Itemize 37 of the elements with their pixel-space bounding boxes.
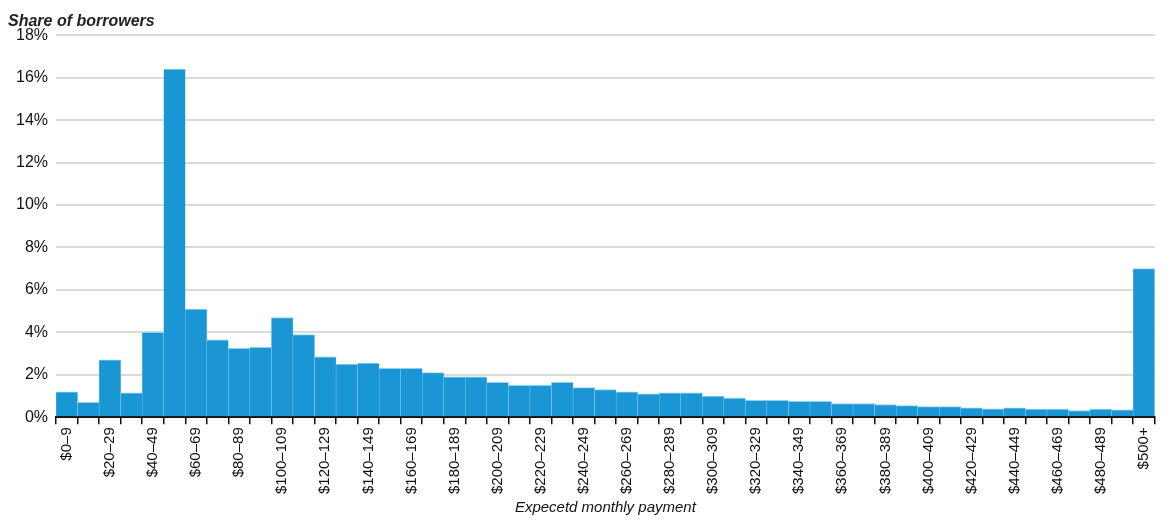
y-tick-label: 14% (15, 110, 49, 128)
x-tick-label: $240–249 (573, 427, 591, 495)
x-tick-label: $440–449 (1004, 427, 1022, 495)
x-tick-label: $100–109 (272, 427, 290, 495)
x-tick-label: $180–189 (444, 427, 462, 495)
y-tick-label: 0% (24, 407, 49, 425)
x-tick-label: $400–409 (918, 427, 936, 495)
x-tick-label: $160–169 (401, 427, 419, 495)
y-tick-label: 16% (15, 68, 49, 86)
x-tick-label: $340–349 (789, 427, 807, 495)
x-tick-label: $280–289 (660, 427, 678, 495)
y-tick-label: 8% (24, 237, 49, 255)
x-tick-label: $40–49 (143, 427, 161, 478)
x-tick-label: $140–149 (358, 427, 376, 495)
x-tick-label: $380–389 (875, 427, 893, 495)
x-axis-title: Expecetd monthly payment (514, 498, 697, 516)
y-tick-label: 6% (24, 280, 49, 298)
x-tick-label: $20–29 (100, 427, 118, 478)
y-tick-label: 18% (15, 25, 49, 43)
x-tick-label: $200–209 (487, 427, 505, 495)
x-tick-label: $360–369 (832, 427, 850, 495)
y-tick-label: 2% (24, 365, 49, 383)
x-tick-label: $480–489 (1090, 427, 1108, 495)
x-tick-label: $80–89 (229, 427, 247, 478)
x-tick-label: $220–229 (530, 427, 548, 495)
x-tick-label: $0–9 (56, 427, 74, 461)
y-tick-label: 4% (24, 322, 49, 340)
y-tick-label: 12% (15, 152, 49, 170)
x-tick-label: $120–129 (315, 427, 333, 495)
x-tick-label: $60–69 (186, 427, 204, 478)
x-tick-label: $420–429 (961, 427, 979, 495)
y-tick-label: 10% (15, 195, 49, 213)
x-tick-label: $320–329 (746, 427, 764, 495)
x-tick-label: $300–309 (703, 427, 721, 495)
x-tick-label: $460–469 (1047, 427, 1065, 495)
x-tick-label: $260–269 (617, 427, 635, 495)
x-tick-label: $500+ (1134, 427, 1152, 470)
